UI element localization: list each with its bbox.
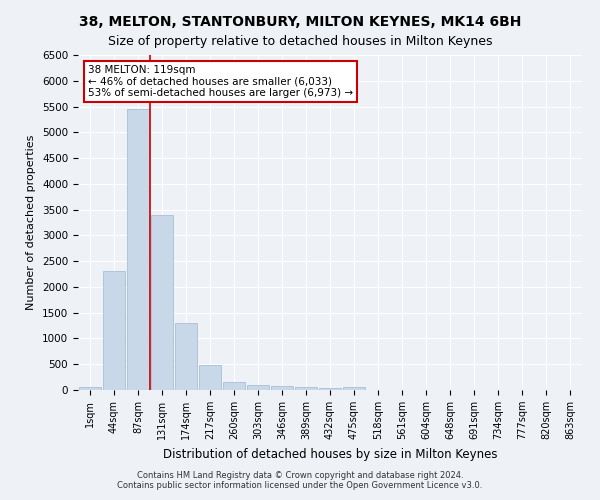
- Bar: [127, 109, 149, 390]
- Bar: [175, 323, 197, 390]
- Text: 38, MELTON, STANTONBURY, MILTON KEYNES, MK14 6BH: 38, MELTON, STANTONBURY, MILTON KEYNES, …: [79, 15, 521, 29]
- Bar: [103, 272, 125, 390]
- Text: Contains HM Land Registry data © Crown copyright and database right 2024.
Contai: Contains HM Land Registry data © Crown c…: [118, 470, 482, 490]
- Bar: [151, 215, 173, 390]
- Bar: [343, 388, 365, 390]
- Bar: [247, 385, 269, 390]
- Text: Size of property relative to detached houses in Milton Keynes: Size of property relative to detached ho…: [108, 35, 492, 48]
- Text: 38 MELTON: 119sqm
← 46% of detached houses are smaller (6,033)
53% of semi-detac: 38 MELTON: 119sqm ← 46% of detached hous…: [88, 65, 353, 98]
- Bar: [271, 386, 293, 390]
- Bar: [199, 366, 221, 390]
- Bar: [79, 387, 101, 390]
- Bar: [319, 388, 341, 390]
- Bar: [295, 387, 317, 390]
- Bar: [223, 382, 245, 390]
- X-axis label: Distribution of detached houses by size in Milton Keynes: Distribution of detached houses by size …: [163, 448, 497, 460]
- Y-axis label: Number of detached properties: Number of detached properties: [26, 135, 37, 310]
